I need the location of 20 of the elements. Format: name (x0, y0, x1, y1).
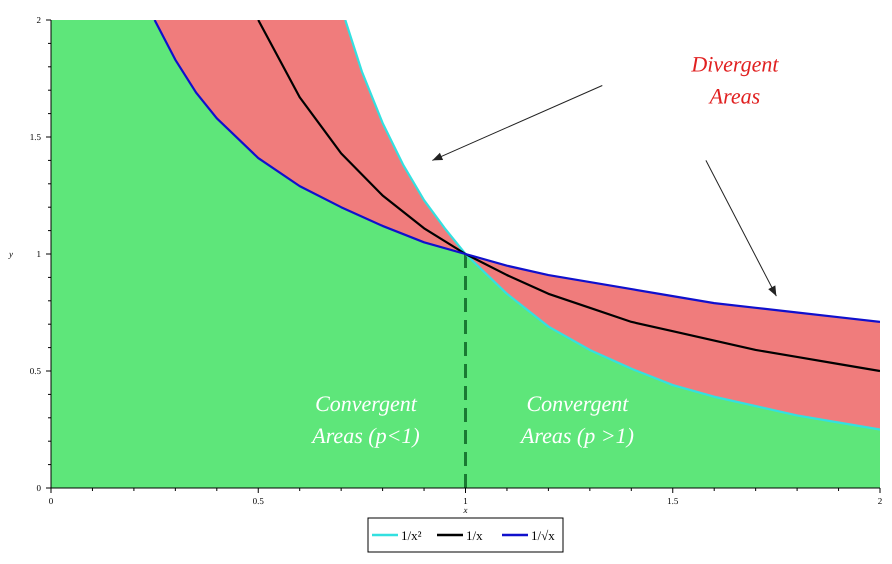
y-axis-title: y (8, 249, 13, 259)
annotation: Divergent Areas (690, 51, 780, 108)
legend-label: 1/√x (531, 528, 556, 543)
y-tick-label: 2 (36, 15, 41, 25)
y-tick-label: 0.5 (30, 366, 42, 376)
x-tick-label: 1 (463, 496, 468, 506)
x-tick-label: 1.5 (667, 496, 679, 506)
legend-label: 1/x (466, 528, 484, 543)
legend-label: 1/x² (401, 528, 422, 543)
x-tick-label: 2 (878, 496, 882, 506)
x-tick-label: 0.5 (252, 496, 264, 506)
x-axis-title: x (462, 505, 468, 515)
y-tick-label: 0 (36, 483, 42, 493)
annotation: Convergent Areas (p >1) (518, 390, 634, 448)
line-series (154, 20, 880, 323)
y-tick-label: 1 (36, 249, 41, 259)
y-tick-label: 1.5 (30, 132, 42, 142)
line-series (257, 20, 880, 372)
x-tick-label: 0 (48, 496, 54, 506)
annotation: Convergent Areas (p<1) (310, 390, 420, 448)
